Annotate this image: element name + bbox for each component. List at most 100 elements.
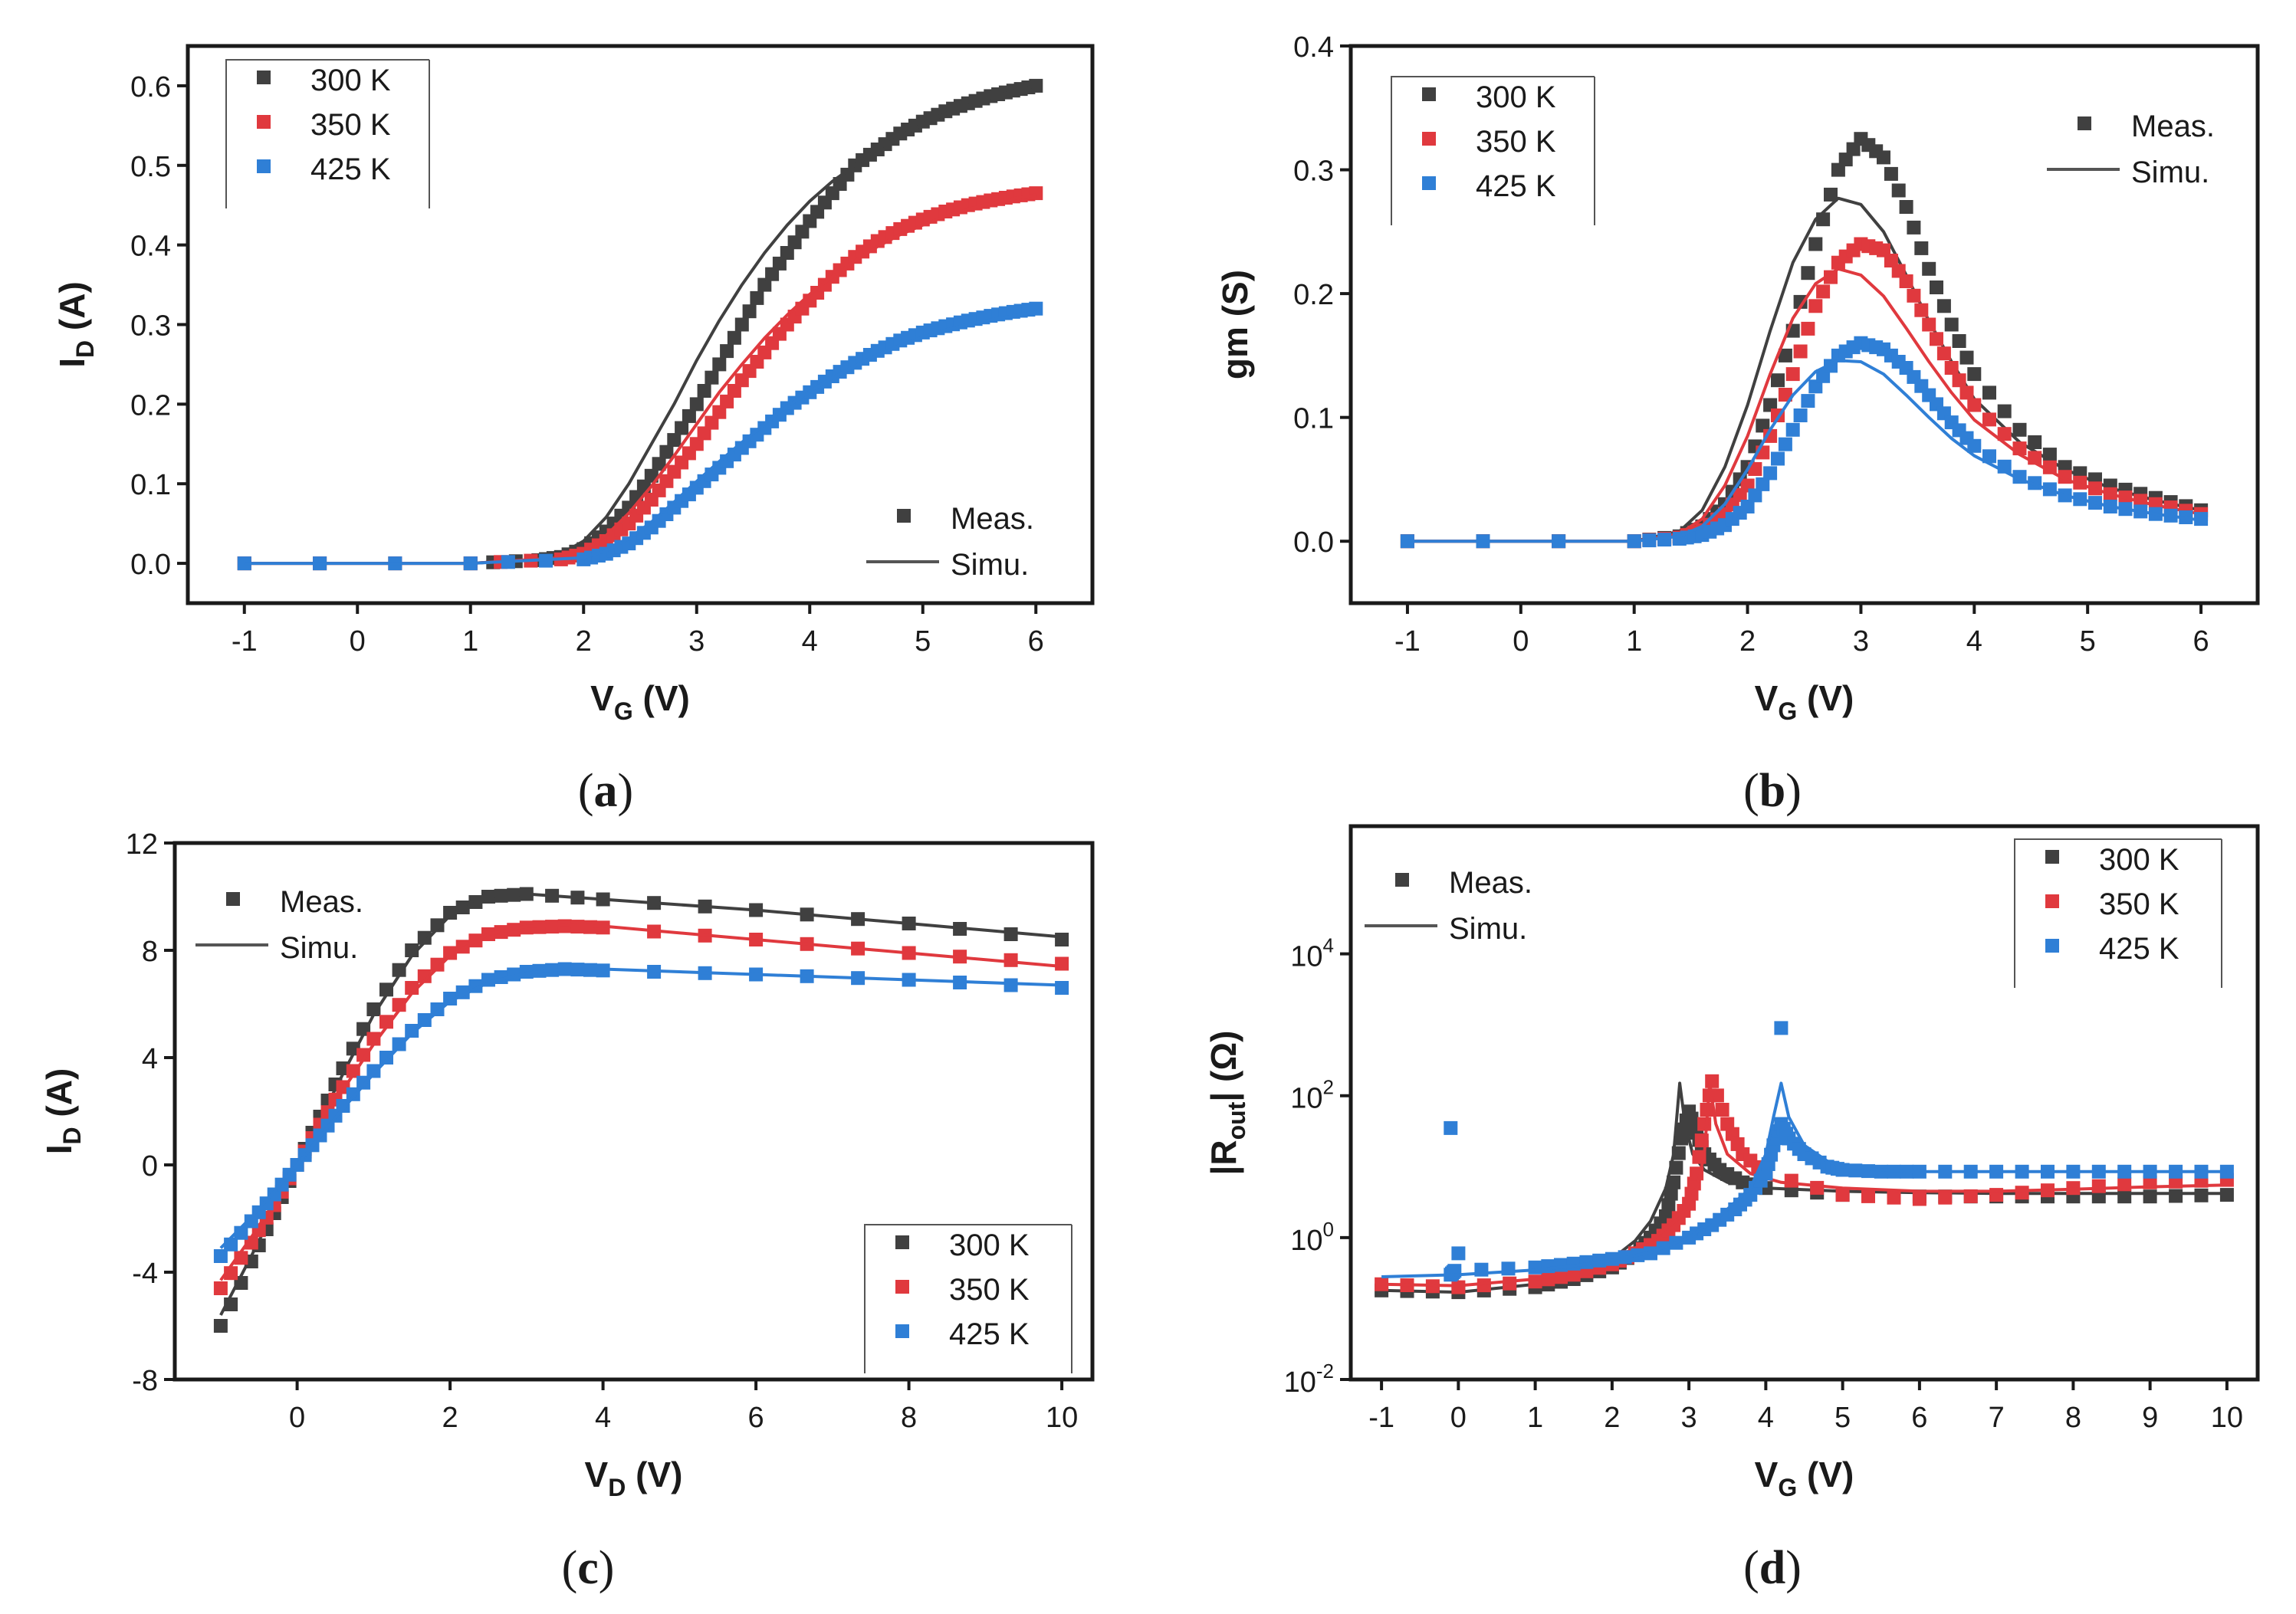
meas-point-300k — [1952, 334, 1966, 348]
meas-point-350k — [392, 998, 406, 1012]
x-tick-label: 1 — [1527, 1402, 1543, 1434]
legend-marker-square — [257, 115, 271, 129]
x-tick-label: 0 — [350, 625, 366, 658]
meas-point-350k — [1784, 1173, 1798, 1188]
meas-point-350k — [1748, 462, 1762, 476]
x-axis-title: VG (V) — [1755, 678, 1854, 725]
legend-marker-square — [895, 1280, 909, 1294]
x-tick-label: 4 — [1758, 1402, 1774, 1434]
y-tick-label: 10-2 — [1284, 1360, 1334, 1399]
meas-point-350k — [1801, 321, 1815, 336]
meas-point-300k — [2117, 1189, 2132, 1204]
y-axis-title-main: |R — [1204, 1140, 1243, 1175]
meas-point-300k — [772, 256, 787, 271]
meas-point-350k — [1451, 1280, 1466, 1294]
simu-line-425k — [244, 310, 1036, 566]
y-axis-title-subscript: D — [58, 1127, 86, 1144]
meas-point-350k — [1715, 1103, 1729, 1117]
meas-point-300k — [1922, 261, 1936, 276]
legend-label: 350 K — [310, 108, 391, 142]
caption-d-letter: d — [1759, 1542, 1785, 1594]
meas-point-350k — [1982, 412, 1996, 427]
x-axis-title-main: V — [590, 678, 614, 718]
legend-temperature: 300 K 350 K 425 K — [2014, 838, 2222, 988]
x-tick-label: 6 — [748, 1402, 764, 1434]
meas-point-300k — [765, 267, 780, 281]
y-tick-label: 0.3 — [1293, 156, 1334, 188]
x-tick-label: 2 — [1739, 625, 1756, 658]
caption-a-letter: a — [594, 765, 618, 817]
legend-label: 300 K — [310, 64, 391, 97]
meas-point-300k — [720, 344, 734, 359]
meas-point-300k — [379, 983, 393, 997]
x-tick-label: 4 — [595, 1402, 611, 1434]
meas-point-350k — [1922, 317, 1936, 332]
y-tick-label: 104 — [1290, 934, 1334, 973]
x-tick-label: 6 — [1911, 1402, 1927, 1434]
legend-marker-square — [1422, 87, 1436, 101]
meas-point-300k — [734, 317, 749, 332]
series-group — [1400, 132, 2209, 549]
meas-point-350k — [1029, 186, 1043, 201]
meas-point-300k — [1982, 385, 1996, 400]
meas-point-350k — [1930, 332, 1943, 346]
plot-frame — [172, 841, 1095, 1382]
meas-point-350k — [1936, 346, 1951, 361]
legend-label: 425 K — [2099, 932, 2179, 966]
meas-point-425k — [1982, 449, 1996, 464]
x-tick-label: 5 — [1835, 1402, 1851, 1434]
y-tick-label: 0.1 — [130, 469, 171, 501]
meas-point-300k — [750, 290, 764, 305]
simu-line-350k — [1407, 267, 2202, 543]
y-tick-label: 0.3 — [130, 310, 171, 343]
meas-point-300k — [2028, 435, 2042, 449]
series-group — [237, 78, 1043, 571]
meas-point-300k — [1944, 317, 1959, 332]
outlier-point-425k — [1774, 1021, 1789, 1035]
y-tick-label: 0.5 — [130, 151, 171, 183]
x-tick-label: 2 — [576, 625, 592, 658]
legend-temperature: 300 K 350 K 425 K — [864, 1224, 1072, 1373]
meas-point-300k — [1997, 404, 2012, 418]
y-tick-base: 10 — [1290, 941, 1322, 973]
y-tick-label: 0.2 — [1293, 279, 1334, 311]
meas-point-300k — [1884, 166, 1898, 181]
meas-point-425k — [1778, 437, 1792, 451]
legend-label: 350 K — [949, 1273, 1030, 1307]
legend-label: Simu. — [280, 931, 358, 965]
y-tick-label: 0.1 — [1293, 403, 1334, 435]
legend-marker-square — [897, 509, 911, 523]
meas-point-425k — [1740, 500, 1755, 513]
meas-point-350k — [1907, 288, 1921, 303]
meas-point-300k — [712, 357, 727, 372]
legend-temperature: 300 K 350 K 425 K — [225, 59, 430, 208]
meas-point-300k — [1959, 350, 1974, 365]
meas-point-350k — [1055, 956, 1069, 971]
legend-marker-square — [257, 71, 271, 84]
meas-point-300k — [780, 246, 794, 260]
meas-point-300k — [430, 918, 445, 933]
meas-point-300k — [1936, 299, 1951, 313]
legend-marker-square — [895, 1324, 909, 1338]
meas-point-300k — [1801, 266, 1815, 280]
panel-a: -1 0 1 2 3 4 5 6 0.0 0.1 0.2 0.3 0.4 0.5 0.6 VG (V) ID (… — [52, 44, 1095, 725]
y-tick-label: 102 — [1290, 1076, 1334, 1115]
meas-point-300k — [659, 445, 674, 459]
y-tick-label: 4 — [142, 1043, 158, 1075]
y-axis-title-unit: | (Ω) — [1204, 1030, 1243, 1101]
meas-point-425k — [1748, 488, 1762, 503]
simu-line-425k — [1407, 359, 2202, 543]
legend-label: 425 K — [310, 153, 391, 186]
meas-point-425k — [1554, 1258, 1568, 1272]
meas-point-350k — [1914, 303, 1929, 317]
legend-label: Meas. — [2131, 110, 2215, 143]
legend-meas-simu: Meas. Simu. — [195, 885, 363, 965]
x-tick-label: 10 — [1046, 1402, 1078, 1434]
meas-point-350k — [1705, 1074, 1720, 1088]
x-tick-label: 4 — [802, 625, 818, 658]
caption-c-close: ) — [599, 1542, 615, 1594]
meas-point-300k — [1793, 294, 1808, 309]
meas-point-425k — [1785, 422, 1800, 437]
x-tick-label: -1 — [1394, 625, 1421, 658]
meas-point-300k — [1891, 183, 1906, 198]
